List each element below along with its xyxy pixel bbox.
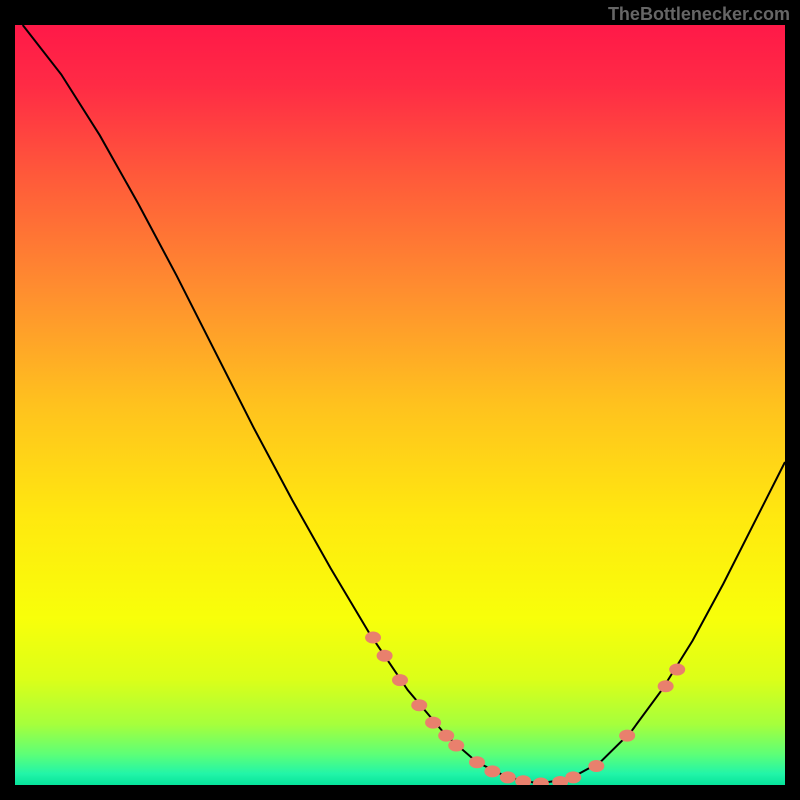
data-marker <box>500 771 516 783</box>
chart-svg <box>15 25 785 785</box>
data-marker <box>669 663 685 675</box>
data-marker <box>425 717 441 729</box>
data-marker <box>658 680 674 692</box>
data-marker <box>448 739 464 751</box>
data-marker <box>411 699 427 711</box>
data-marker <box>438 730 454 742</box>
data-marker <box>392 674 408 686</box>
data-marker <box>565 771 581 783</box>
data-marker <box>469 756 485 768</box>
data-marker <box>377 650 393 662</box>
data-marker <box>619 730 635 742</box>
chart-container: TheBottlenecker.com <box>0 0 800 800</box>
watermark-text: TheBottlenecker.com <box>608 4 790 25</box>
plot-area <box>15 25 785 785</box>
data-marker <box>484 765 500 777</box>
data-marker <box>365 632 381 644</box>
data-marker <box>588 760 604 772</box>
